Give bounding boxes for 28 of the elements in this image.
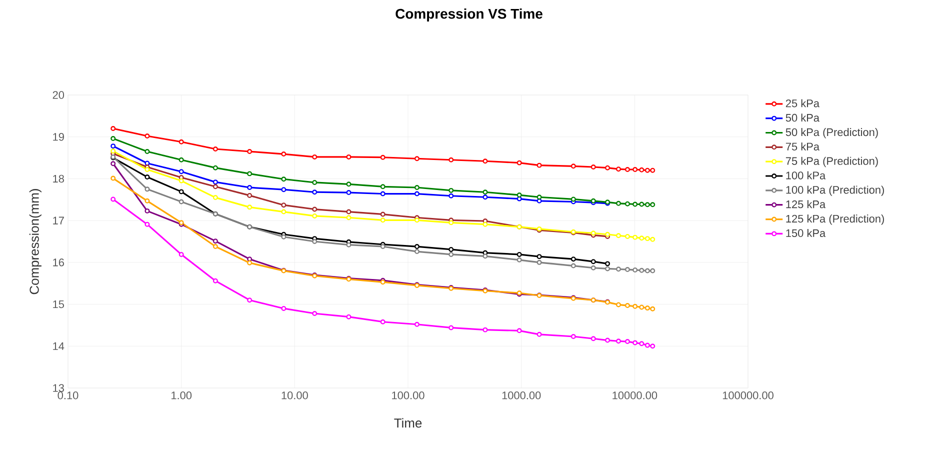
y-tick-label: 14 [53, 342, 64, 350]
x-tick-label: 100000.00 [722, 392, 774, 400]
y-tick-label: 19 [53, 132, 64, 141]
x-tick-label: 1000.00 [502, 392, 541, 400]
legend-label: 50 kPa [786, 114, 820, 122]
x-tick-label: 1.00 [171, 392, 192, 400]
legend-label: 75 kPa (Prediction) [786, 156, 878, 168]
legend-label: 75 kPa [786, 142, 820, 150]
y-tick-label: 18 [53, 174, 64, 183]
x-tick-label: 10.00 [282, 392, 308, 400]
legend-label: 100 kPa [786, 171, 826, 180]
y-tick-label: 13 [53, 384, 64, 392]
legend-label: 50 kPa (Prediction) [786, 128, 878, 138]
legend-label: 125 kPa [786, 200, 826, 208]
legend-label: 150 kPa [786, 228, 826, 238]
legend-label: 125 kPa (Prediction) [786, 214, 884, 225]
x-axis-title: Time [394, 418, 422, 428]
legend-label: 25 kPa [786, 99, 820, 108]
x-tick-label: 100.00 [392, 392, 424, 400]
y-tick-label: 15 [53, 300, 64, 308]
y-tick-label: 20 [52, 91, 64, 99]
y-tick-label: 16 [53, 258, 64, 266]
x-tick-label: 0.10 [58, 392, 78, 400]
chart-title: Compression VS Time [396, 8, 542, 22]
legend-label: 100 kPa (Prediction) [786, 186, 884, 196]
y-tick-label: 17 [53, 216, 64, 224]
y-axis-title: Compression(mm) [29, 189, 42, 294]
x-tick-label: 10000.00 [612, 392, 658, 400]
